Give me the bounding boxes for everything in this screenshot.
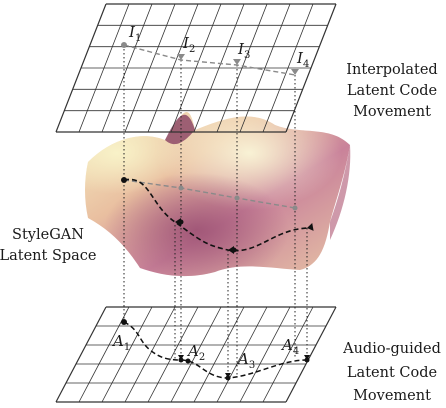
- label-i1: I1: [128, 23, 141, 44]
- grid-line: [101, 306, 153, 403]
- audio-label: Audio-guided Latent Code Movement: [342, 341, 441, 404]
- grid-line: [147, 306, 199, 403]
- label-i4: I4: [296, 49, 309, 70]
- label-a1: A1: [111, 332, 130, 353]
- latent-label-line-2: Latent Space: [0, 248, 97, 264]
- interpolated-label-line-2: Latent Code: [347, 83, 437, 99]
- interpolated-path-top: [121, 42, 299, 76]
- grid-line: [124, 306, 176, 403]
- interpolated-label: Interpolated Latent Code Movement: [346, 62, 437, 120]
- grid-line: [78, 306, 130, 403]
- label-a3: A3: [236, 350, 255, 371]
- grid-line: [239, 306, 291, 403]
- grid-line: [285, 306, 337, 403]
- interp-arrow-3: [233, 59, 241, 65]
- top-grid-plane: [55, 3, 337, 133]
- label-a4: A4: [280, 336, 299, 357]
- label-i2: I2: [182, 34, 195, 55]
- audio-label-line-1: Audio-guided: [342, 341, 441, 357]
- grid-line: [55, 306, 107, 403]
- audio-label-line-2: Latent Code: [347, 365, 437, 381]
- interp-arrow-4: [291, 69, 299, 75]
- latent-label-line-1: StyleGAN: [12, 227, 84, 243]
- interpolated-label-line-3: Movement: [353, 104, 431, 120]
- interpolated-label-line-1: Interpolated: [346, 62, 437, 78]
- interp-point-1: [121, 42, 127, 48]
- latent-surface: [85, 111, 351, 277]
- grid-line: [170, 306, 222, 403]
- bottom-grid-plane: [55, 306, 337, 403]
- grid-line: [262, 306, 314, 403]
- audio-path-surface: [121, 177, 314, 254]
- label-i3: I3: [237, 40, 250, 61]
- audio-point-1-surface: [121, 177, 127, 183]
- grid-line: [216, 306, 268, 403]
- grid-line: [193, 306, 245, 403]
- audio-path-bottom: [121, 319, 310, 381]
- latent-space-label: StyleGAN Latent Space: [0, 227, 97, 264]
- audio-point-labels: A1 A2 A3 A4: [111, 332, 299, 371]
- label-a2: A2: [186, 342, 205, 363]
- interpolated-path-surface: [123, 179, 298, 211]
- audio-label-line-3: Movement: [353, 388, 431, 404]
- interp-arrow-2: [177, 54, 185, 60]
- interpolated-point-labels: I1 I2 I3 I4: [128, 23, 309, 70]
